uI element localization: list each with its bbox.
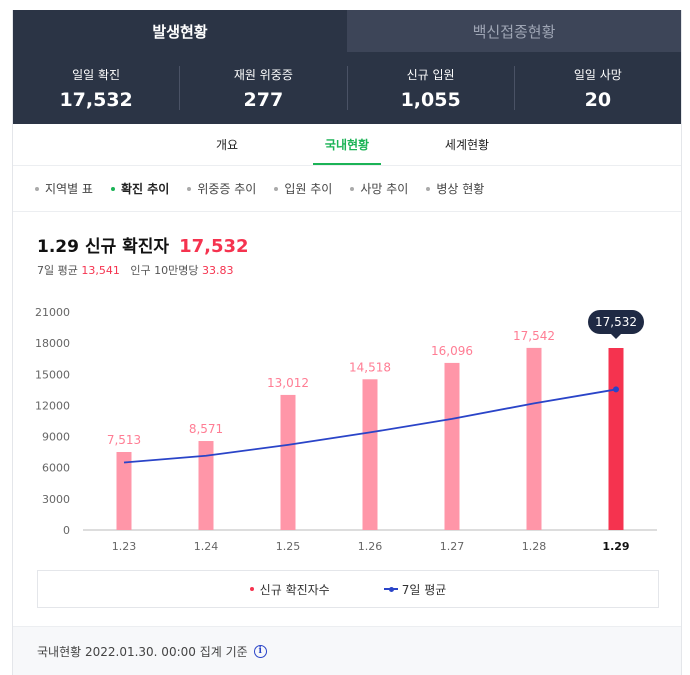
bullet-icon — [426, 186, 431, 191]
stat-new-admission: 신규 입원 1,055 — [348, 66, 515, 111]
x-tick-label: 1.28 — [522, 540, 547, 553]
legend-dot-icon — [249, 587, 254, 591]
filter-label: 위중증 추이 — [197, 182, 257, 196]
stats-bar: 일일 확진 17,532 재원 위중증 277 신규 입원 1,055 일일 사… — [13, 52, 681, 124]
tab-world[interactable]: 세계현황 — [444, 138, 490, 152]
filter-critical-trend[interactable]: 위중증 추이 — [187, 180, 256, 197]
bar — [280, 394, 296, 530]
headline-title: 신규 확진자 — [84, 237, 170, 257]
x-tick-label: 1.27 — [440, 540, 465, 553]
info-icon[interactable]: i — [253, 644, 267, 658]
per-capita-label: 인구 10만명당 — [130, 264, 199, 277]
y-tick-label: 18000 — [35, 337, 70, 350]
data-label: 7,513 — [107, 433, 141, 447]
bullet-icon — [274, 186, 279, 191]
x-tick-label: 1.26 — [358, 540, 383, 553]
legend-label: 신규 확진자수 — [259, 582, 330, 597]
chart-headline: 1.29 신규 확진자 17,532 — [37, 232, 249, 257]
footer: 국내현황 2022.01.30. 00:00 집계 기준 i — [13, 626, 681, 675]
bar — [362, 379, 378, 530]
filter-confirmed-trend[interactable]: 확진 추이 — [110, 180, 170, 197]
bullet-icon — [35, 186, 39, 191]
bar — [608, 348, 624, 530]
headline-value: 17,532 — [179, 236, 249, 257]
legend-label: 7일 평균 — [401, 582, 447, 597]
x-tick-label: 1.24 — [194, 540, 219, 553]
filter-label: 입원 추이 — [284, 182, 333, 196]
tooltip-label: 17,532 — [595, 315, 637, 329]
filter-death-trend[interactable]: 사망 추이 — [350, 180, 408, 197]
stat-value: 1,055 — [400, 88, 461, 111]
data-label: 13,012 — [267, 376, 309, 390]
confirmed-trend-chart: 0 3000 6000 9000 12000 15000 18000 21000 7,513 1.… — [35, 306, 657, 553]
bar — [526, 347, 542, 530]
x-tick-label: 1.29 — [602, 540, 629, 553]
filter-label: 확진 추이 — [120, 182, 170, 196]
y-tick-label: 3000 — [42, 493, 70, 506]
chart-legend: 신규 확진자수 7일 평균 — [37, 570, 659, 608]
y-tick-label: 6000 — [42, 462, 70, 475]
bullet-icon — [350, 186, 355, 191]
legend-item-confirmed[interactable]: 신규 확진자수 — [249, 581, 330, 598]
covid-panel: 발생현황 백신접종현황 일일 확진 17,532 재원 위중증 277 신규 입… — [12, 10, 682, 675]
data-label: 16,096 — [431, 344, 473, 358]
tab-domestic[interactable]: 국내현황 — [287, 124, 407, 165]
data-label: 8,571 — [189, 422, 223, 436]
bar — [198, 441, 214, 530]
stat-value: 20 — [584, 88, 612, 111]
y-tick-label: 0 — [63, 524, 70, 537]
stat-label: 일일 확진 — [72, 67, 121, 82]
top-tabs: 발생현황 백신접종현황 — [13, 10, 681, 52]
stat-label: 신규 입원 — [406, 67, 455, 82]
tooltip-bubble — [588, 310, 644, 335]
x-tick-label: 1.25 — [276, 540, 301, 553]
stat-daily-confirmed: 일일 확진 17,532 — [13, 66, 181, 111]
bar — [116, 452, 132, 530]
chart-subline: 7일 평균 13,541 인구 10만명당 33.83 — [37, 262, 233, 278]
bullet-icon — [110, 186, 115, 191]
avg-point — [613, 386, 619, 393]
legend-line-icon — [383, 586, 398, 592]
avg-value: 13,541 — [81, 264, 120, 277]
per-capita-value: 33.83 — [201, 264, 234, 277]
legend-item-7day-avg[interactable]: 7일 평균 — [383, 581, 447, 598]
tab-vaccination[interactable]: 백신접종현황 — [347, 10, 681, 52]
y-tick-label: 15000 — [35, 368, 70, 381]
sub-tabs: 개요 국내현황 세계현황 — [13, 124, 681, 166]
filter-admission-trend[interactable]: 입원 추이 — [274, 180, 332, 197]
x-tick-label: 1.23 — [112, 540, 137, 553]
tab-occurrence[interactable]: 발생현황 — [13, 10, 347, 52]
avg-label: 7일 평균 — [37, 264, 78, 277]
stat-label: 일일 사망 — [573, 67, 622, 82]
bar — [444, 362, 460, 530]
filter-regional-table[interactable]: 지역별 표 — [35, 180, 93, 197]
filter-label: 사망 추이 — [360, 182, 409, 196]
bullet-icon — [187, 186, 192, 191]
filter-bed-status[interactable]: 병상 현황 — [426, 180, 484, 197]
stat-critical: 재원 위중증 277 — [180, 66, 348, 111]
data-label: 14,518 — [349, 360, 391, 374]
data-label: 17,542 — [513, 329, 555, 343]
filter-label: 병상 현황 — [436, 182, 485, 196]
tooltip-pointer — [611, 334, 621, 340]
avg-line — [123, 388, 617, 464]
stat-value: 277 — [243, 88, 284, 111]
filter-bar: 지역별 표 확진 추이 위중증 추이 입원 추이 사망 추이 병상 현황 — [13, 166, 681, 212]
y-tick-label: 9000 — [42, 431, 70, 444]
headline-date: 1.29 — [37, 237, 79, 257]
y-tick-label: 12000 — [35, 399, 70, 412]
stat-label: 재원 위중증 — [233, 67, 293, 82]
stat-daily-death: 일일 사망 20 — [515, 66, 681, 111]
y-tick-label: 21000 — [35, 306, 70, 319]
filter-label: 지역별 표 — [45, 182, 93, 196]
tab-overview[interactable]: 개요 — [215, 138, 239, 152]
footer-text: 국내현황 2022.01.30. 00:00 집계 기준 — [37, 644, 248, 659]
stat-value: 17,532 — [59, 88, 133, 111]
